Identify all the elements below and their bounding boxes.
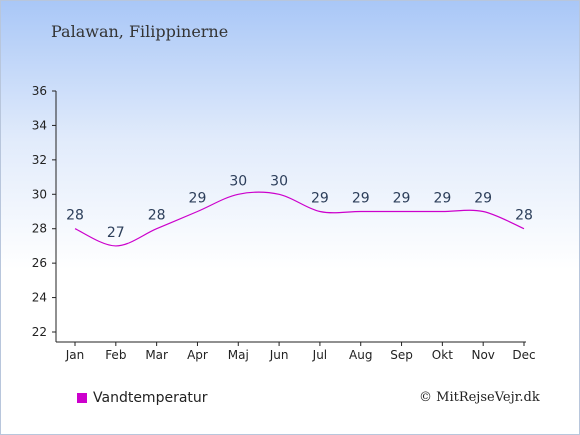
series-line bbox=[74, 191, 525, 247]
credit-text: © MitRejseVejr.dk bbox=[419, 390, 540, 405]
y-tick-label: 26 bbox=[32, 256, 47, 270]
data-label: 28 bbox=[66, 208, 84, 224]
y-tick-label: 22 bbox=[32, 325, 47, 339]
legend-label: Vandtemperatur bbox=[93, 390, 208, 406]
y-tick-label: 34 bbox=[32, 118, 47, 132]
x-tick-label: Maj bbox=[228, 348, 249, 362]
x-axis-ticks: Jan Feb Mar Apr Maj Jun Jul Aug Sep Okt Nov Dec bbox=[65, 342, 536, 362]
data-point bbox=[74, 228, 76, 230]
data-label: 29 bbox=[393, 191, 411, 207]
data-label: 29 bbox=[352, 191, 370, 207]
data-label: 29 bbox=[474, 191, 492, 207]
data-label: 29 bbox=[189, 191, 207, 207]
y-tick-label: 24 bbox=[32, 291, 47, 305]
y-tick-label: 30 bbox=[32, 187, 47, 201]
x-tick-label: Aug bbox=[349, 348, 372, 362]
data-label: 29 bbox=[311, 191, 329, 207]
data-label: 30 bbox=[229, 173, 247, 189]
data-label: 28 bbox=[515, 208, 533, 224]
data-point bbox=[196, 210, 198, 212]
data-point bbox=[360, 210, 362, 212]
data-point bbox=[482, 210, 484, 212]
legend-swatch bbox=[77, 393, 87, 403]
data-point bbox=[278, 193, 280, 195]
x-tick-label: Mar bbox=[145, 348, 168, 362]
data-point bbox=[400, 210, 402, 212]
x-tick-label: Nov bbox=[471, 348, 494, 362]
y-axis-ticks: 22 24 26 28 30 32 34 36 bbox=[32, 84, 56, 339]
x-tick-label: Jul bbox=[312, 348, 327, 362]
y-tick-label: 32 bbox=[32, 153, 47, 167]
data-point bbox=[155, 228, 157, 230]
data-point bbox=[237, 193, 239, 195]
data-label: 27 bbox=[107, 225, 125, 241]
series-group bbox=[74, 191, 525, 247]
data-point bbox=[441, 210, 443, 212]
data-point bbox=[115, 245, 117, 247]
x-tick-label: Okt bbox=[432, 348, 453, 362]
data-label: 30 bbox=[270, 173, 288, 189]
x-tick-label: Jun bbox=[269, 348, 289, 362]
data-point bbox=[319, 210, 321, 212]
data-labels: 28 27 28 29 30 30 29 29 29 29 29 28 bbox=[66, 173, 533, 241]
data-point bbox=[523, 228, 525, 230]
x-tick-label: Apr bbox=[187, 348, 208, 362]
legend: Vandtemperatur bbox=[77, 390, 208, 406]
chart-title: Palawan, Filippinerne bbox=[51, 22, 229, 41]
x-tick-label: Sep bbox=[390, 348, 413, 362]
axes bbox=[55, 91, 526, 343]
data-label: 28 bbox=[148, 208, 166, 224]
y-tick-label: 28 bbox=[32, 222, 47, 236]
x-tick-label: Dec bbox=[512, 348, 535, 362]
y-tick-label: 36 bbox=[32, 84, 47, 98]
x-tick-label: Feb bbox=[105, 348, 126, 362]
data-label: 29 bbox=[433, 191, 451, 207]
x-tick-label: Jan bbox=[65, 348, 85, 362]
